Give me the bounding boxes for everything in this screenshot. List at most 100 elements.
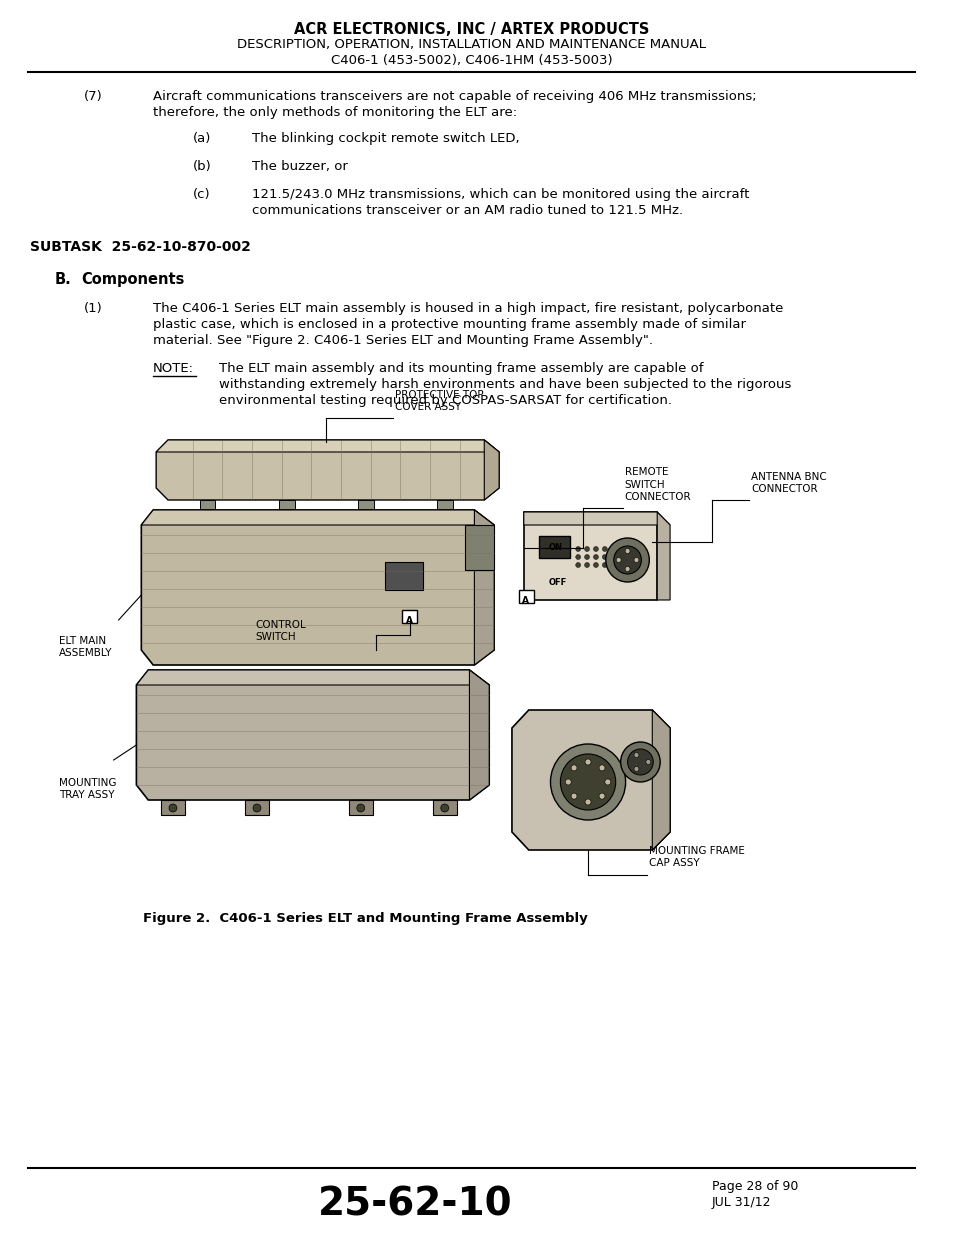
Circle shape: [634, 767, 639, 772]
Text: environmental testing required by COSPAS-SARSAT for certification.: environmental testing required by COSPAS…: [219, 394, 672, 408]
Circle shape: [169, 804, 176, 811]
Circle shape: [571, 764, 577, 771]
Text: REMOTE
SWITCH
CONNECTOR: REMOTE SWITCH CONNECTOR: [624, 467, 691, 501]
Text: communications transceiver or an AM radio tuned to 121.5 MHz.: communications transceiver or an AM radi…: [252, 204, 682, 217]
Polygon shape: [433, 800, 456, 815]
Text: A: A: [405, 616, 413, 625]
Text: therefore, the only methods of monitoring the ELT are:: therefore, the only methods of monitorin…: [153, 106, 517, 119]
Text: 25-62-10: 25-62-10: [317, 1186, 512, 1223]
Text: DESCRIPTION, OPERATION, INSTALLATION AND MAINTENANCE MANUAL: DESCRIPTION, OPERATION, INSTALLATION AND…: [236, 38, 705, 51]
Text: OFF: OFF: [548, 578, 566, 587]
Bar: [402, 610, 416, 622]
Text: JUL 31/12: JUL 31/12: [711, 1195, 770, 1209]
Circle shape: [584, 562, 589, 568]
Circle shape: [584, 799, 591, 805]
Text: 121.5/243.0 MHz transmissions, which can be monitored using the aircraft: 121.5/243.0 MHz transmissions, which can…: [252, 188, 749, 201]
Circle shape: [440, 804, 448, 811]
Circle shape: [593, 562, 598, 568]
Polygon shape: [469, 671, 489, 800]
Circle shape: [598, 764, 604, 771]
Polygon shape: [199, 500, 215, 513]
Text: ANTENNA BNC
CONNECTOR: ANTENNA BNC CONNECTOR: [750, 472, 826, 494]
Text: The ELT main assembly and its mounting frame assembly are capable of: The ELT main assembly and its mounting f…: [219, 362, 703, 375]
Text: MOUNTING
TRAY ASSY: MOUNTING TRAY ASSY: [59, 778, 116, 800]
Circle shape: [575, 562, 580, 568]
Circle shape: [624, 548, 629, 553]
Polygon shape: [156, 440, 498, 452]
Text: ACR ELECTRONICS, INC / ARTEX PRODUCTS: ACR ELECTRONICS, INC / ARTEX PRODUCTS: [294, 22, 648, 37]
Polygon shape: [141, 510, 494, 664]
Circle shape: [601, 562, 607, 568]
Text: Figure 2.  C406-1 Series ELT and Mounting Frame Assembly: Figure 2. C406-1 Series ELT and Mounting…: [143, 911, 587, 925]
Text: C406-1 (453-5002), C406-1HM (453-5003): C406-1 (453-5002), C406-1HM (453-5003): [331, 54, 612, 67]
Text: withstanding extremely harsh environments and have been subjected to the rigorou: withstanding extremely harsh environment…: [219, 378, 791, 391]
Circle shape: [571, 793, 577, 799]
Text: MOUNTING FRAME
CAP ASSY: MOUNTING FRAME CAP ASSY: [649, 846, 744, 868]
Polygon shape: [657, 513, 669, 600]
Text: The C406-1 Series ELT main assembly is housed in a high impact, fire resistant, : The C406-1 Series ELT main assembly is h…: [153, 303, 782, 315]
Circle shape: [627, 748, 653, 776]
Polygon shape: [136, 671, 489, 800]
Text: CONTROL
SWITCH: CONTROL SWITCH: [254, 620, 305, 642]
Text: (1): (1): [84, 303, 103, 315]
Bar: [538, 536, 570, 558]
Bar: [385, 562, 422, 590]
Circle shape: [593, 555, 598, 559]
Circle shape: [584, 555, 589, 559]
Text: A: A: [521, 597, 529, 605]
Text: Aircraft communications transceivers are not capable of receiving 406 MHz transm: Aircraft communications transceivers are…: [153, 90, 756, 103]
Circle shape: [565, 779, 571, 785]
Polygon shape: [156, 440, 498, 500]
Polygon shape: [136, 671, 489, 685]
Text: NOTE:: NOTE:: [153, 362, 194, 375]
Polygon shape: [245, 800, 269, 815]
Text: The buzzer, or: The buzzer, or: [252, 161, 348, 173]
Text: Page 28 of 90: Page 28 of 90: [711, 1179, 797, 1193]
Text: ELT MAIN
ASSEMBLY: ELT MAIN ASSEMBLY: [59, 636, 112, 658]
Circle shape: [645, 760, 650, 764]
Text: (7): (7): [84, 90, 103, 103]
Circle shape: [253, 804, 260, 811]
Circle shape: [604, 779, 610, 785]
Polygon shape: [141, 510, 494, 525]
Text: plastic case, which is enclosed in a protective mounting frame assembly made of : plastic case, which is enclosed in a pro…: [153, 317, 745, 331]
Circle shape: [634, 752, 639, 757]
Text: (a): (a): [193, 132, 211, 144]
Polygon shape: [357, 500, 374, 513]
Polygon shape: [652, 710, 669, 850]
Circle shape: [584, 760, 591, 764]
Circle shape: [575, 547, 580, 552]
Text: B.: B.: [54, 272, 71, 287]
Circle shape: [550, 743, 625, 820]
Bar: [464, 525, 494, 571]
Polygon shape: [474, 510, 494, 664]
Text: PROTECTIVE TOP
COVER ASSY: PROTECTIVE TOP COVER ASSY: [395, 389, 483, 412]
Circle shape: [598, 793, 604, 799]
Polygon shape: [512, 710, 669, 850]
Text: ON: ON: [548, 543, 562, 552]
Circle shape: [593, 547, 598, 552]
Circle shape: [634, 557, 639, 562]
Circle shape: [616, 557, 620, 562]
Circle shape: [601, 547, 607, 552]
Circle shape: [559, 755, 615, 810]
Text: material. See "Figure 2. C406-1 Series ELT and Mounting Frame Assembly".: material. See "Figure 2. C406-1 Series E…: [153, 333, 653, 347]
Polygon shape: [523, 513, 669, 525]
Text: (b): (b): [193, 161, 212, 173]
Polygon shape: [484, 440, 498, 500]
Polygon shape: [161, 800, 185, 815]
Circle shape: [613, 546, 640, 574]
Circle shape: [584, 547, 589, 552]
Text: (c): (c): [193, 188, 210, 201]
Circle shape: [601, 555, 607, 559]
Circle shape: [624, 567, 629, 572]
Circle shape: [356, 804, 364, 811]
Circle shape: [620, 742, 659, 782]
Circle shape: [605, 538, 649, 582]
Text: SUBTASK  25-62-10-870-002: SUBTASK 25-62-10-870-002: [30, 240, 251, 254]
Text: The blinking cockpit remote switch LED,: The blinking cockpit remote switch LED,: [252, 132, 519, 144]
Bar: [518, 590, 533, 603]
Text: Components: Components: [81, 272, 184, 287]
Polygon shape: [436, 500, 452, 513]
Circle shape: [575, 555, 580, 559]
